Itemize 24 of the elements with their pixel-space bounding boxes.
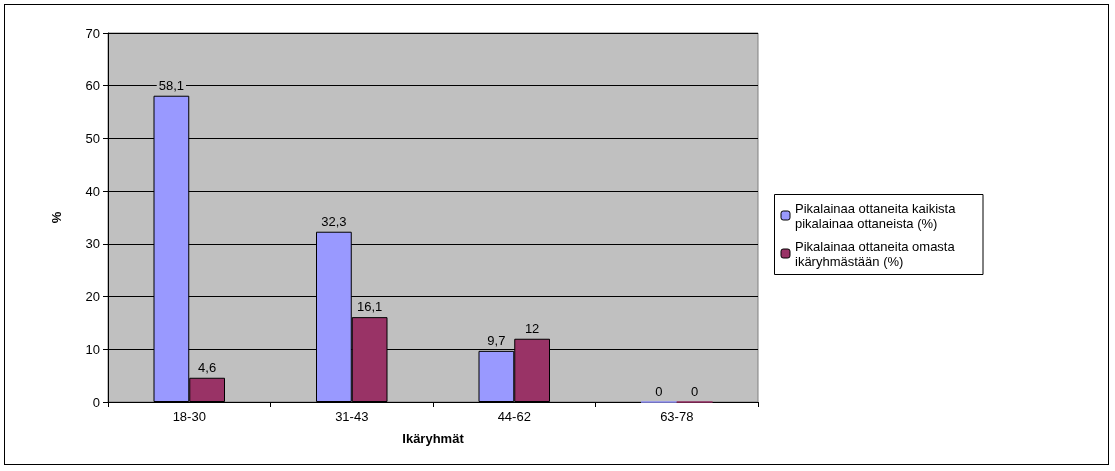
data-label: 32,3: [321, 213, 347, 229]
y-tick-label: 10: [85, 341, 100, 357]
data-label: 9,7: [487, 332, 506, 348]
data-label: 0: [691, 383, 699, 399]
x-axis-title: Ikäryhmät: [402, 431, 465, 446]
y-tick-label: 40: [85, 183, 100, 199]
data-label: 0: [655, 383, 663, 399]
x-tick-label: 18-30: [172, 409, 206, 424]
y-tick-label: 60: [85, 78, 100, 94]
y-tick-label: 30: [85, 236, 100, 252]
x-tick-label: 31-43: [335, 409, 369, 424]
y-tick-label: 0: [92, 394, 100, 410]
legend-label: Pikalainaa ottaneita omasta ikäryhmästään (%): [795, 238, 959, 269]
y-tick-label: 70: [85, 25, 100, 41]
data-label: 16,1: [356, 299, 383, 315]
y-axis-title: %: [49, 211, 64, 224]
data-label: 12: [524, 320, 540, 336]
data-label: 58,1: [158, 77, 185, 93]
data-label: 4,6: [198, 359, 217, 375]
y-tick-label: 50: [85, 130, 100, 146]
y-tick-label: 20: [85, 289, 100, 305]
legend-label: Pikalainaa ottaneita kaikista pikalainaa ottaneista (%): [795, 200, 960, 231]
x-tick-label: 44-62: [497, 409, 531, 424]
x-tick-label: 63-78: [660, 409, 694, 424]
